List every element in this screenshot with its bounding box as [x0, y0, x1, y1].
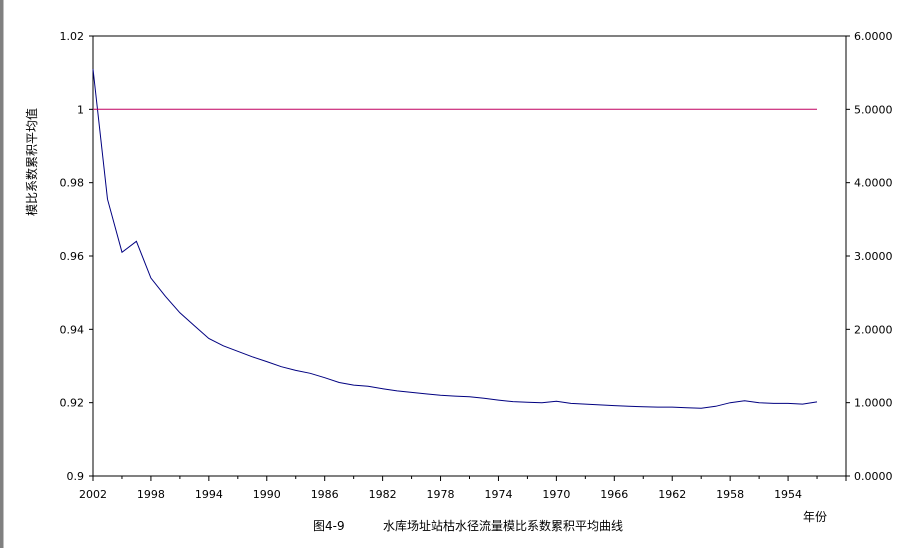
- x-tick-label: 1994: [195, 488, 223, 501]
- x-tick-label: 1966: [600, 488, 628, 501]
- x-tick-label: 2002: [79, 488, 107, 501]
- left-tick-label: 0.96: [60, 250, 85, 263]
- window-frame-left: [0, 0, 3, 548]
- x-tick-label: 1962: [658, 488, 686, 501]
- x-tick-label: 1958: [716, 488, 744, 501]
- right-tick-label: 4.0000: [854, 177, 893, 190]
- left-tick-label: 0.98: [60, 177, 85, 190]
- figure-caption: 水库场址站枯水径流量模比系数累积平均曲线: [383, 518, 623, 533]
- left-tick-label: 0.92: [60, 397, 85, 410]
- plot-area: [92, 35, 847, 477]
- right-tick-label: 1.0000: [854, 397, 893, 410]
- series-line-cumulative-mean: [92, 68, 818, 409]
- x-axis-ticks: 2002 1998 1994 1990 1986 1982 1978 1974 1970 1966…: [79, 476, 847, 501]
- x-tick-label: 1974: [484, 488, 512, 501]
- y-axis-label: 模比系数累积平均值: [24, 108, 39, 216]
- right-tick-label: 6.0000: [854, 30, 893, 43]
- x-tick-label: 1990: [253, 488, 281, 501]
- x-tick-label: 1998: [137, 488, 165, 501]
- left-tick-label: 0.94: [60, 323, 85, 336]
- left-axis-ticks: 0.9 0.92 0.94 0.96 0.98 1 1.02: [60, 30, 93, 483]
- x-tick-label: 1954: [774, 488, 802, 501]
- left-tick-label: 0.9: [67, 470, 85, 483]
- x-tick-label: 1978: [427, 488, 455, 501]
- x-axis-label: 年份: [803, 510, 827, 524]
- x-tick-label: 1986: [311, 488, 339, 501]
- series-group: [92, 68, 818, 409]
- x-tick-label: 1982: [369, 488, 397, 501]
- x-tick-label: 1970: [542, 488, 570, 501]
- figure-number: 图4-9: [313, 519, 345, 533]
- right-axis-ticks: 0.0000 1.0000 2.0000 3.0000 4.0000 5.0000 6.00…: [846, 30, 893, 483]
- right-tick-label: 5.0000: [854, 103, 893, 116]
- right-tick-label: 0.0000: [854, 470, 893, 483]
- window-frame-left-inner: [3, 0, 4, 548]
- left-tick-label: 1: [77, 103, 84, 116]
- left-tick-label: 1.02: [60, 30, 85, 43]
- right-tick-label: 2.0000: [854, 323, 893, 336]
- right-tick-label: 3.0000: [854, 250, 893, 263]
